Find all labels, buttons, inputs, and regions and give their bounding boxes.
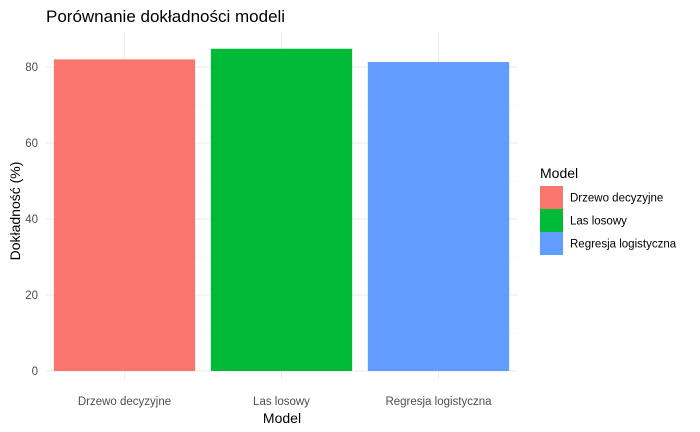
legend-items: Drzewo decyzyjne Las losowy Regresja logis… — [540, 186, 677, 255]
legend-label: Drzewo decyzyjne — [570, 193, 663, 205]
y-tick-labels: 0 20 40 60 80 — [25, 62, 38, 378]
legend: Model Drzewo decyzyjne Las losowy Regresja… — [540, 165, 677, 255]
y-axis-title: Dokładność (%) — [7, 162, 23, 261]
bar — [53, 59, 196, 372]
x-tick-labels: Drzewo decyzyjne Las losowy Regresja logis… — [78, 396, 492, 408]
bar — [210, 48, 353, 371]
legend-swatch — [540, 186, 563, 209]
chart-title: Porównanie dokładności modeli — [46, 7, 285, 26]
x-tick-label: Las losowy — [253, 396, 310, 408]
bars — [53, 48, 510, 372]
legend-swatch — [540, 209, 563, 232]
y-tick-label: 0 — [32, 366, 38, 378]
x-tick-label: Drzewo decyzyjne — [78, 396, 171, 408]
bar — [367, 62, 510, 372]
y-tick-label: 80 — [25, 62, 38, 74]
y-tick-label: 40 — [25, 214, 38, 226]
legend-swatch — [540, 232, 563, 255]
x-axis-title: Model — [263, 410, 301, 426]
legend-label: Las losowy — [570, 216, 627, 228]
legend-label: Regresja logistyczna — [570, 239, 677, 251]
x-tick-label: Regresja logistyczna — [385, 396, 492, 408]
legend-title: Model — [540, 165, 578, 181]
y-tick-label: 60 — [25, 138, 38, 150]
y-tick-label: 20 — [25, 290, 38, 302]
